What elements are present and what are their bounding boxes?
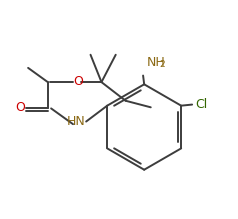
Text: O: O [73,75,83,88]
Text: 2: 2 [159,60,165,69]
Text: HN: HN [66,115,85,128]
Text: Cl: Cl [195,98,208,111]
Text: O: O [15,101,25,115]
Text: NH: NH [146,56,165,69]
